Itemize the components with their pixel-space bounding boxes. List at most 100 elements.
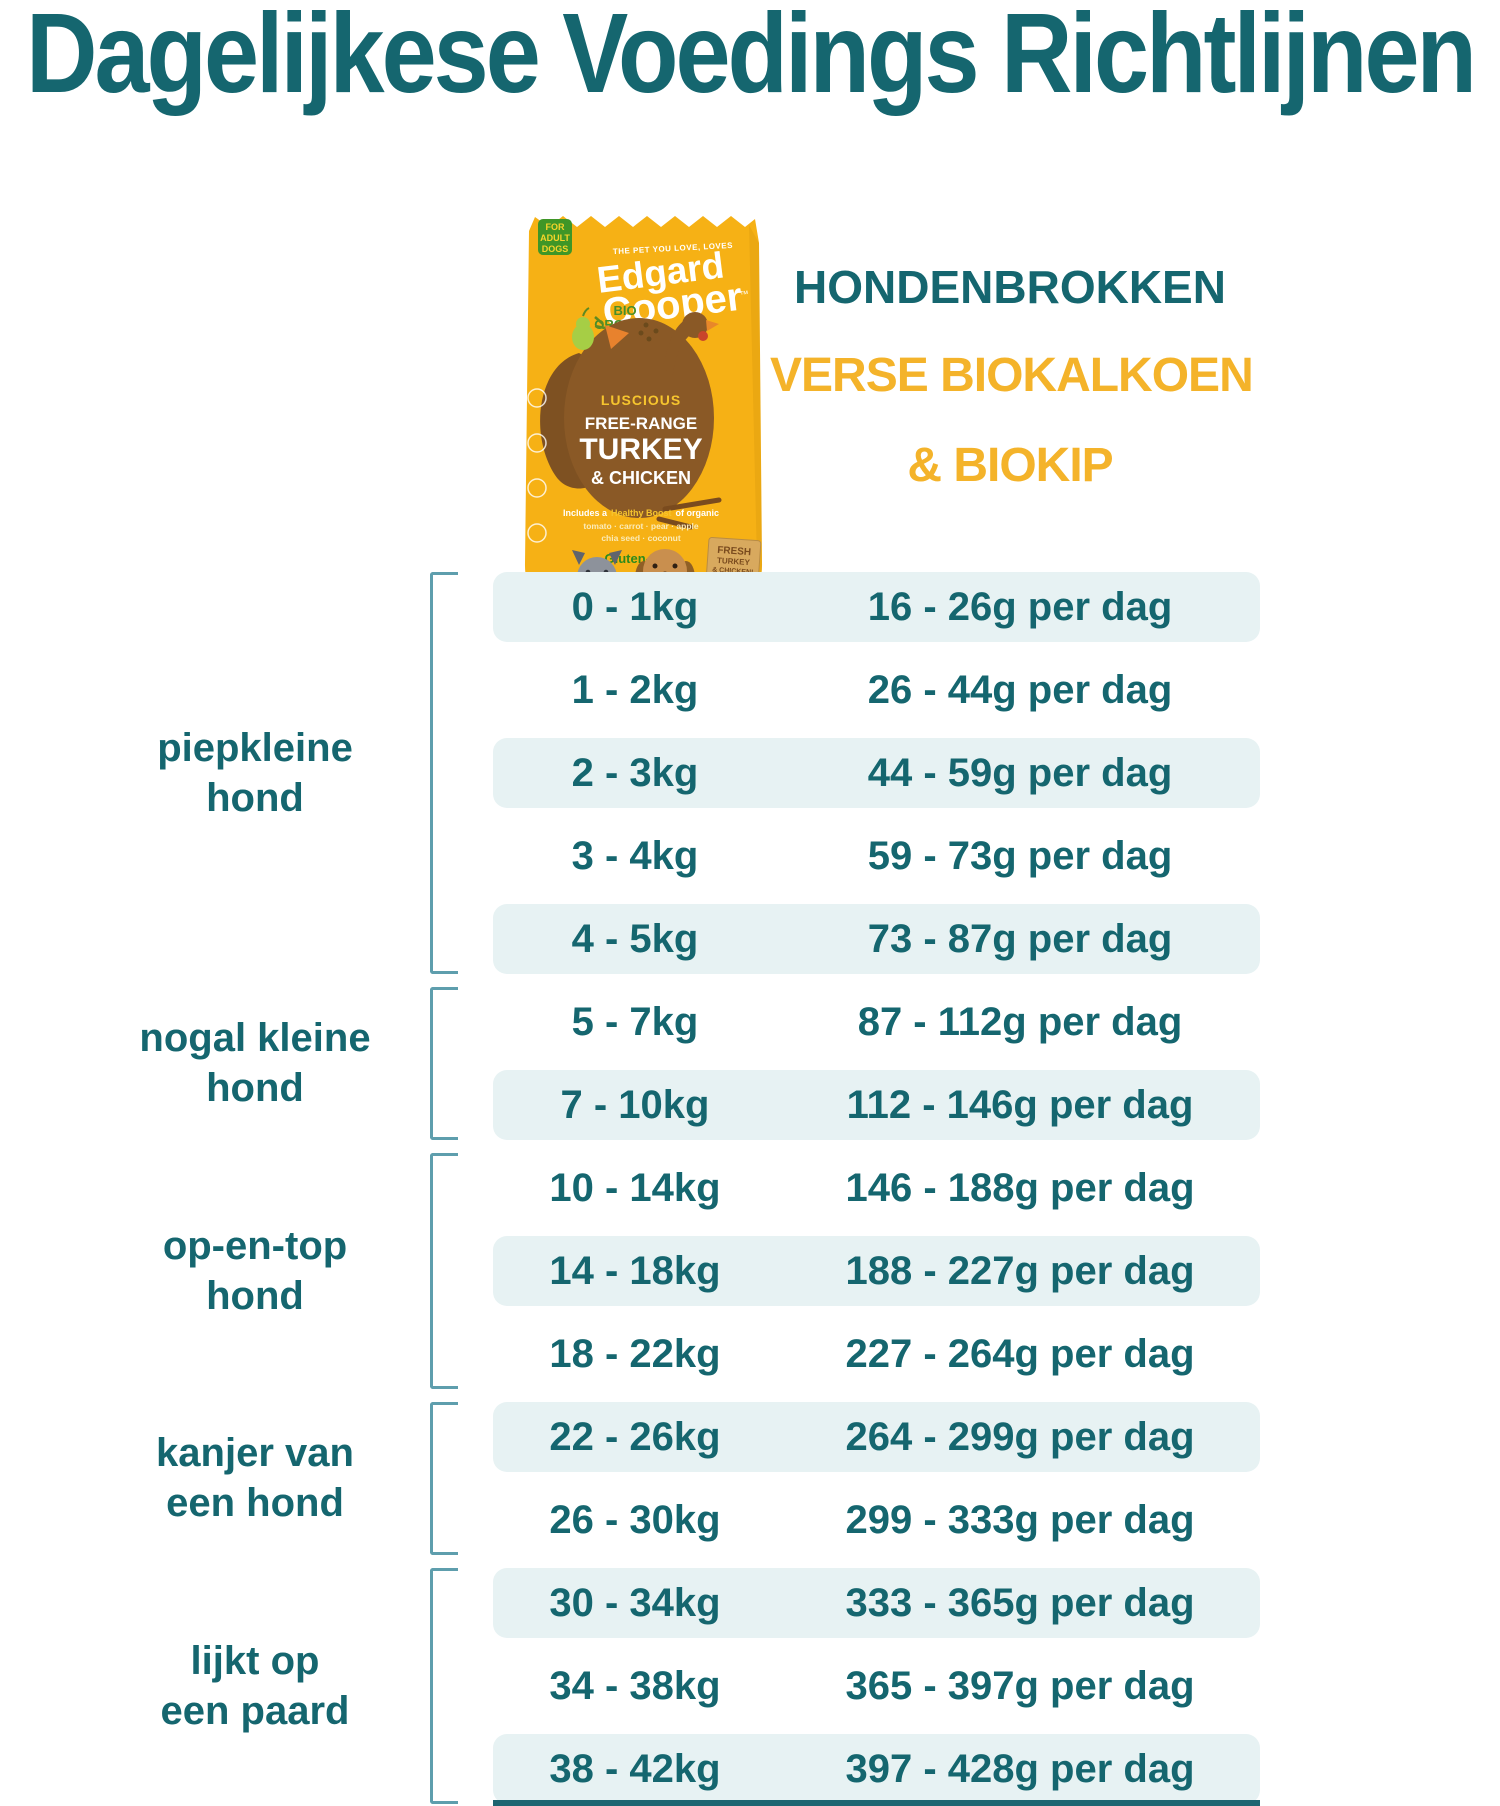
table-row: 4 - 5kg 73 - 87g per dag: [493, 904, 1260, 974]
group-label-line: hond: [206, 1274, 304, 1318]
group-bracket-paard: [430, 1568, 458, 1804]
weight-range-cell: 10 - 14kg: [549, 1165, 721, 1210]
carrot-icon: [605, 325, 629, 349]
produce-icons: [572, 307, 659, 350]
table-row: 26 - 30kg 299 - 333g per dag: [493, 1485, 1260, 1555]
carrot-leaves: [594, 316, 606, 330]
badge-text-line2: ADULT: [540, 233, 570, 243]
luscious-label: LUSCIOUS: [601, 392, 681, 408]
group-label-nogal-kleine: nogal kleine hond: [100, 1013, 410, 1113]
turkey-illustration: [540, 312, 722, 530]
table-row: 14 - 18kg 188 - 227g per dag: [493, 1236, 1260, 1306]
weight-range-cell: 5 - 7kg: [571, 999, 699, 1044]
group-label-line: hond: [206, 1066, 304, 1110]
table-row: 22 - 26kg 264 - 299g per dag: [493, 1402, 1260, 1472]
daily-amount-cell: 44 - 59g per dag: [867, 750, 1173, 795]
badge-text-line3: DOGS: [542, 244, 569, 254]
weight-range-cell: 18 - 22kg: [549, 1331, 721, 1376]
table-row: 38 - 42kg 397 - 428g per dag: [493, 1734, 1260, 1804]
daily-amount-cell: 365 - 397g per dag: [845, 1663, 1195, 1708]
dog-food-bag-illustration: FOR ADULT DOGS THE PET YOU LOVE, LOVES E…: [524, 216, 763, 612]
bulldog-ear-left: [572, 550, 585, 565]
sign-line2: TURKEY: [717, 556, 751, 567]
chia-seeds-icon: [638, 322, 659, 342]
group-label-line: kanjer van: [156, 1431, 354, 1475]
weight-range-cell: 30 - 34kg: [549, 1580, 721, 1625]
group-bracket-kanjer: [430, 1402, 458, 1555]
group-label-line: op-en-top: [162, 1224, 348, 1268]
daily-amount-cell: 87 - 112g per dag: [857, 999, 1183, 1044]
turkey-wattle: [698, 331, 708, 341]
weight-range-cell: 0 - 1kg: [571, 584, 699, 629]
pear-top: [576, 317, 590, 331]
flavor-line1: FREE-RANGE: [585, 414, 697, 433]
page-title: Dagelijkese Voedings Richtlijnen: [25, 0, 1477, 116]
sign-line3: & CHICKEN!: [712, 567, 754, 577]
table-row: 30 - 34kg 333 - 365g per dag: [493, 1568, 1260, 1638]
weight-range-cell: 38 - 42kg: [549, 1746, 721, 1791]
adult-dogs-badge: [538, 219, 572, 255]
group-label-piepkleine: piepkleine hond: [100, 723, 410, 823]
daily-amount-cell: 188 - 227g per dag: [845, 1248, 1195, 1293]
daily-amount-cell: 264 - 299g per dag: [845, 1414, 1195, 1459]
daily-amount-cell: 16 - 26g per dag: [867, 584, 1173, 629]
group-label-line: een hond: [166, 1481, 344, 1525]
heart-icon: [527, 523, 547, 543]
product-heading-line3: & BIOKIP: [907, 439, 1113, 492]
table-row: 18 - 22kg 227 - 264g per dag: [493, 1319, 1260, 1389]
table-row: 5 - 7kg 87 - 112g per dag: [493, 987, 1260, 1057]
daily-amount-cell: 299 - 333g per dag: [845, 1497, 1195, 1542]
group-bracket-piepkleine: [430, 572, 458, 974]
bio-label: BIO: [613, 303, 636, 318]
daily-amount-cell: 59 - 73g per dag: [867, 833, 1173, 878]
bulldog-ear-right: [609, 550, 622, 565]
table-row: 1 - 2kg 26 - 44g per dag: [493, 655, 1260, 725]
certification-icons: [527, 388, 547, 543]
daily-amount-cell: 333 - 365g per dag: [845, 1580, 1195, 1625]
spaniel-eye-right: [672, 563, 678, 569]
badge-text-line1: FOR: [546, 222, 565, 232]
group-bracket-op-en-top: [430, 1153, 458, 1389]
table-row: 3 - 4kg 59 - 73g per dag: [493, 821, 1260, 891]
product-bag-image: FOR ADULT DOGS THE PET YOU LOVE, LOVES E…: [513, 203, 775, 615]
turkey-beak: [706, 320, 719, 331]
weight-range-cell: 14 - 18kg: [549, 1248, 721, 1293]
pear-icon: [572, 324, 594, 350]
flavor-line2: TURKEY: [579, 433, 702, 466]
table-row: 10 - 14kg 146 - 188g per dag: [493, 1153, 1260, 1223]
recycle-icon: [527, 388, 547, 408]
boost-line1: Includes a Healthy Boost of organic: [563, 508, 719, 518]
pear-stem: [582, 307, 590, 317]
footer-bar: [493, 1800, 1260, 1806]
daily-amount-cell: 73 - 87g per dag: [867, 916, 1173, 961]
turkey-body: [564, 318, 714, 518]
table-row: 2 - 3kg 44 - 59g per dag: [493, 738, 1260, 808]
daily-amount-cell: 146 - 188g per dag: [845, 1165, 1195, 1210]
daily-amount-cell: 227 - 264g per dag: [845, 1331, 1195, 1376]
group-label-line: hond: [206, 776, 304, 820]
weight-range-cell: 3 - 4kg: [571, 833, 699, 878]
group-label-paard: lijkt op een paard: [100, 1636, 410, 1736]
paw-icon: [527, 478, 547, 498]
group-label-line: lijkt op: [190, 1639, 320, 1683]
table-row: 7 - 10kg 112 - 146g per dag: [493, 1070, 1260, 1140]
daily-amount-cell: 26 - 44g per dag: [867, 667, 1173, 712]
boost-line3: chia seed · coconut: [601, 533, 681, 543]
spaniel-eye-left: [652, 563, 658, 569]
group-label-op-en-top: op-en-top hond: [100, 1221, 410, 1321]
sign-line1: FRESH: [717, 545, 752, 558]
weight-range-cell: 34 - 38kg: [549, 1663, 721, 1708]
group-bracket-nogal-kleine: [430, 987, 458, 1140]
weight-range-cell: 7 - 10kg: [560, 1082, 710, 1127]
group-label-kanjer: kanjer van een hond: [100, 1428, 410, 1528]
group-label-line: piepkleine: [157, 726, 353, 770]
bag-side-shade: [725, 225, 763, 603]
boost-line2: tomato · carrot · pear · apple: [583, 521, 699, 531]
daily-amount-cell: 112 - 146g per dag: [846, 1082, 1194, 1127]
product-heading-line2: VERSE BIOKALKOEN: [770, 349, 1254, 402]
product-heading-line1: HONDENBROKKEN: [794, 261, 1226, 313]
table-row: 0 - 1kg 16 - 26g per dag: [493, 572, 1260, 642]
table-row: 34 - 38kg 365 - 397g per dag: [493, 1651, 1260, 1721]
group-label-line: nogal kleine: [139, 1016, 371, 1060]
